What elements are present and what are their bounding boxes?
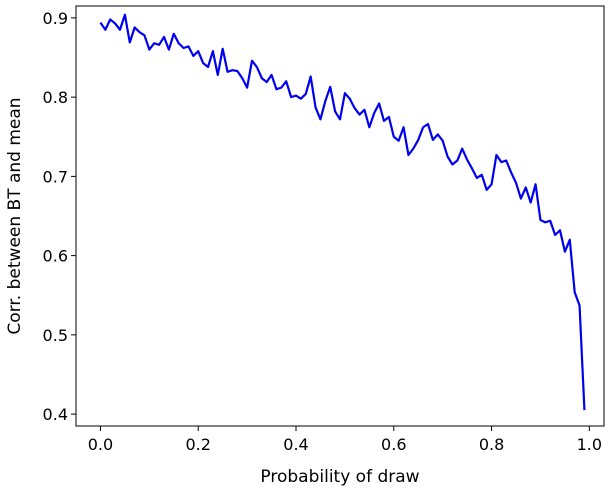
y-tick-label: 0.5: [43, 326, 68, 345]
x-tick-label: 0.8: [479, 435, 504, 454]
x-tick-label: 0.4: [283, 435, 308, 454]
plot-area: [99, 13, 586, 411]
y-axis-ticks: 0.4 0.5 0.6 0.7 0.8 0.9: [43, 9, 76, 424]
y-tick-label: 0.8: [43, 88, 68, 107]
x-tick-label: 0.0: [88, 435, 113, 454]
y-tick-label: 0.9: [43, 9, 68, 28]
y-axis-label: Corr. between BT and mean: [5, 97, 25, 334]
y-tick-label: 0.4: [43, 405, 68, 424]
x-axis-ticks: 0.0 0.2 0.4 0.6 0.8 1.0: [88, 426, 602, 454]
y-tick-label: 0.6: [43, 247, 68, 266]
series-line: [99, 13, 586, 411]
y-tick-label: 0.7: [43, 167, 68, 186]
x-axis-label: Probability of draw: [260, 467, 419, 487]
axes-frame: [75, 5, 605, 427]
x-tick-label: 0.6: [381, 435, 406, 454]
x-tick-label: 0.2: [185, 435, 210, 454]
x-tick-label: 1.0: [577, 435, 602, 454]
